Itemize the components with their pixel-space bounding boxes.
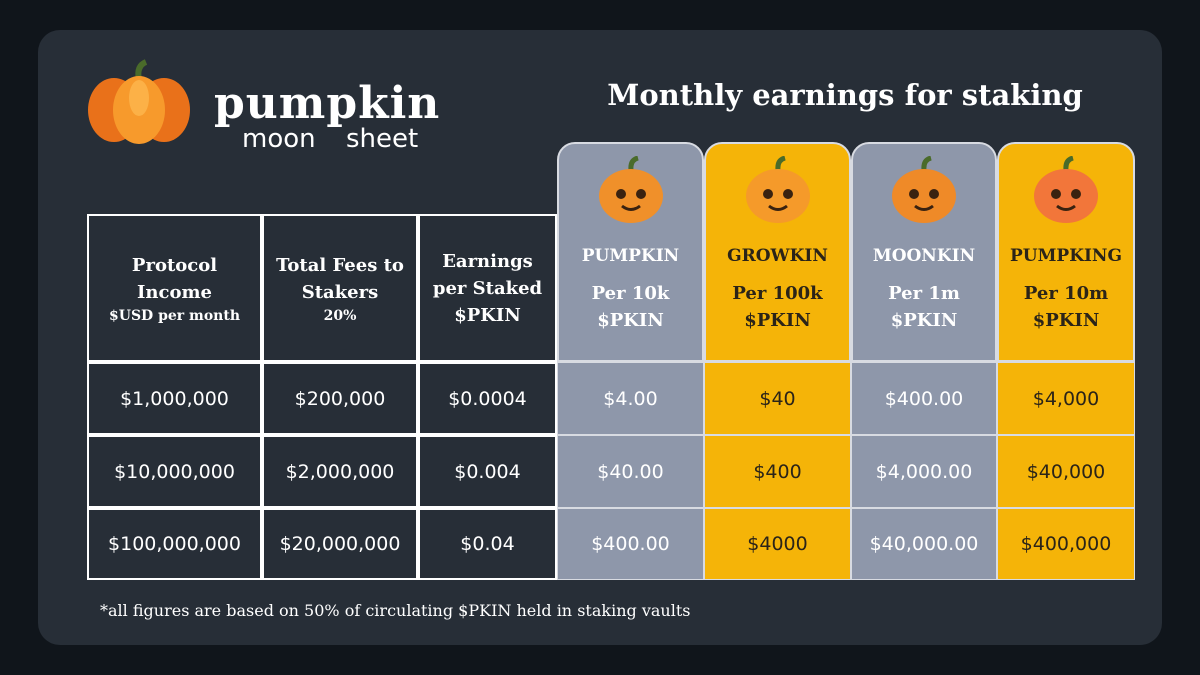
mascot-icon	[1034, 156, 1098, 223]
table-cell: $0.004	[418, 435, 557, 508]
footnote: *all figures are based on 50% of circula…	[100, 601, 691, 620]
logo-sub: moon	[242, 124, 316, 154]
table-cell: $10,000,000	[87, 435, 262, 508]
table-cell: $4,000.00	[851, 435, 997, 508]
header-cell: Protocol Income $USD per month	[87, 214, 262, 362]
table-cell: $200,000	[262, 362, 418, 435]
table-cell: $40,000.00	[851, 508, 997, 580]
table-cell: $40.00	[557, 435, 704, 508]
header-name: PUMPKING	[1010, 246, 1122, 266]
header-cell: Total Fees to Stakers 20%	[262, 214, 418, 362]
header-note: 20%	[323, 308, 357, 324]
table-cell: $400.00	[851, 362, 997, 435]
logo-sub: sheet	[346, 124, 419, 154]
table-cell: $100,000,000	[87, 508, 262, 580]
table-cell: $20,000,000	[262, 508, 418, 580]
header-name: Total Fees to Stakers	[276, 255, 404, 303]
header-note: Per 100k $PKIN	[732, 283, 823, 331]
mascot-icon	[892, 156, 956, 223]
table-cell: $400,000	[997, 508, 1135, 580]
table-cell: $40,000	[997, 435, 1135, 508]
mascot-icon	[598, 156, 663, 223]
header-cell: Earnings per Staked $PKIN	[418, 214, 557, 362]
mascot-icon	[745, 156, 810, 223]
header-name: MOONKIN	[872, 246, 976, 266]
title: Monthly earnings for staking	[607, 78, 1083, 112]
table-cell: $2,000,000	[262, 435, 418, 508]
header-name: Earnings per Staked $PKIN	[432, 250, 543, 326]
header-note: Per 10m $PKIN	[1023, 283, 1109, 331]
table-cell: $4000	[704, 508, 851, 580]
table-cell: $40	[704, 362, 851, 435]
header-cell: PUMPKIN Per 10k $PKIN	[557, 142, 704, 362]
table-cell: $4,000	[997, 362, 1135, 435]
table-cell: $4.00	[557, 362, 704, 435]
table-cell: $0.04	[418, 508, 557, 580]
header-name: PUMPKIN	[581, 246, 680, 266]
logo-pumpkin	[88, 59, 190, 144]
header-name: Protocol Income	[131, 255, 218, 303]
logo-word: pumpkin	[214, 78, 441, 129]
header-cell: PUMPKING Per 10m $PKIN	[997, 142, 1135, 362]
table-cell: $1,000,000	[87, 362, 262, 435]
header-note: Per 10k $PKIN	[591, 283, 670, 331]
table-cell: $0.0004	[418, 362, 557, 435]
header-note: $USD per month	[109, 308, 240, 324]
table-cell: $400.00	[557, 508, 704, 580]
header-cell: MOONKIN Per 1m $PKIN	[851, 142, 997, 362]
table-cell: $400	[704, 435, 851, 508]
header-name: GROWKIN	[727, 246, 828, 266]
header-cell: GROWKIN Per 100k $PKIN	[704, 142, 851, 362]
header-note: Per 1m $PKIN	[888, 283, 960, 331]
